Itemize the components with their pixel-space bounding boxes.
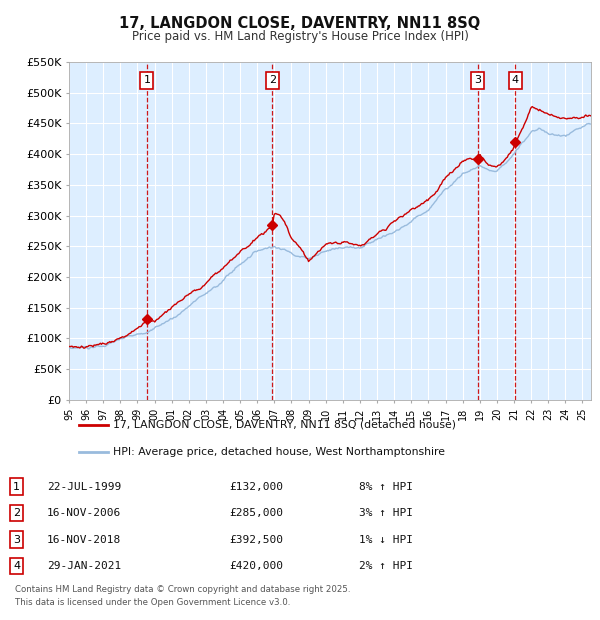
Text: 4: 4: [13, 561, 20, 571]
Text: 2: 2: [13, 508, 20, 518]
Text: Price paid vs. HM Land Registry's House Price Index (HPI): Price paid vs. HM Land Registry's House …: [131, 30, 469, 43]
Text: Contains HM Land Registry data © Crown copyright and database right 2025.
This d: Contains HM Land Registry data © Crown c…: [15, 585, 350, 607]
Text: 1: 1: [13, 482, 20, 492]
Text: 1: 1: [143, 76, 151, 86]
Text: 17, LANGDON CLOSE, DAVENTRY, NN11 8SQ (detached house): 17, LANGDON CLOSE, DAVENTRY, NN11 8SQ (d…: [113, 420, 457, 430]
Text: 3% ↑ HPI: 3% ↑ HPI: [359, 508, 413, 518]
Text: £392,500: £392,500: [229, 534, 283, 544]
Text: £285,000: £285,000: [229, 508, 283, 518]
Text: 4: 4: [512, 76, 519, 86]
Text: HPI: Average price, detached house, West Northamptonshire: HPI: Average price, detached house, West…: [113, 447, 445, 457]
Text: 3: 3: [13, 534, 20, 544]
Text: 29-JAN-2021: 29-JAN-2021: [47, 561, 121, 571]
Text: £420,000: £420,000: [229, 561, 283, 571]
Text: 3: 3: [474, 76, 481, 86]
Text: 22-JUL-1999: 22-JUL-1999: [47, 482, 121, 492]
Text: 2% ↑ HPI: 2% ↑ HPI: [359, 561, 413, 571]
Text: 1% ↓ HPI: 1% ↓ HPI: [359, 534, 413, 544]
Text: 17, LANGDON CLOSE, DAVENTRY, NN11 8SQ: 17, LANGDON CLOSE, DAVENTRY, NN11 8SQ: [119, 16, 481, 31]
Text: 2: 2: [269, 76, 276, 86]
Text: 8% ↑ HPI: 8% ↑ HPI: [359, 482, 413, 492]
Text: £132,000: £132,000: [229, 482, 283, 492]
Text: 16-NOV-2018: 16-NOV-2018: [47, 534, 121, 544]
Text: 16-NOV-2006: 16-NOV-2006: [47, 508, 121, 518]
